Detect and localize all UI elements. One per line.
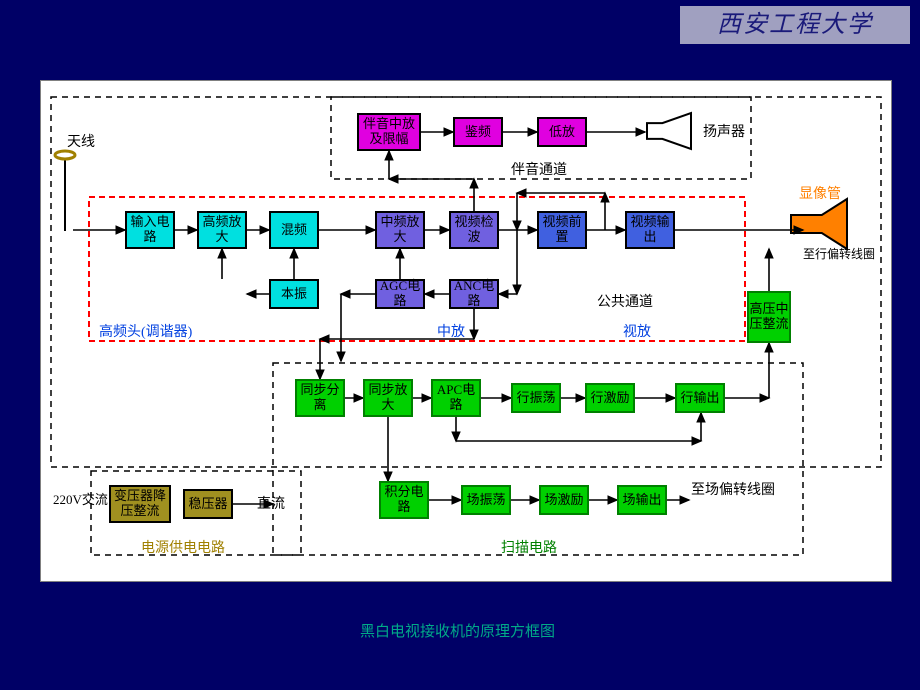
block-snd_if: 伴音中放及限幅 <box>357 113 421 151</box>
watermark-banner: 西安工程大学 <box>680 6 910 44</box>
label-tuner: 高频头(调谐器) <box>99 321 192 341</box>
block-h_out: 行输出 <box>675 383 725 413</box>
block-af_amp: 低放 <box>537 117 587 147</box>
block-mixer: 混频 <box>269 211 319 249</box>
block-sync_sep: 同步分离 <box>295 379 345 417</box>
block-osc: 本振 <box>269 279 319 309</box>
block-fm_det: 鉴频 <box>453 117 503 147</box>
label-sound_channel: 伴音通道 <box>511 159 567 179</box>
block-if_amp: 中频放大 <box>375 211 425 249</box>
block-integ: 积分电路 <box>379 481 429 519</box>
block-sync_amp: 同步放大 <box>363 379 413 417</box>
figure-caption: 黑白电视接收机的原理方框图 <box>360 620 555 641</box>
label-crt: 显像管 <box>799 183 841 203</box>
label-if_amp_label: 中放 <box>437 321 465 341</box>
block-v_osc: 场振荡 <box>461 485 511 515</box>
label-to_h_yoke: 至行偏转线圈 <box>803 245 875 262</box>
block-xfmr: 变压器降压整流 <box>109 485 171 523</box>
label-dc: 直流 <box>257 493 285 513</box>
label-antenna: 天线 <box>67 131 95 151</box>
block-vreg: 稳压器 <box>183 489 233 519</box>
block-vid_pre: 视频前置 <box>537 211 587 249</box>
block-input: 输入电路 <box>125 211 175 249</box>
block-diagram-canvas: 输入电路高频放大混频本振 中频放大视频检波视频前置视频输出 AGC电路 ANC电路 伴音… <box>40 80 892 582</box>
block-h_drv: 行激励 <box>585 383 635 413</box>
label-to_v_yoke: 至场偏转线圈 <box>691 479 775 499</box>
block-v_out: 场输出 <box>617 485 667 515</box>
label-scan_section: 扫描电路 <box>501 537 557 557</box>
block-rf_amp: 高频放大 <box>197 211 247 249</box>
block-h_osc: 行振荡 <box>511 383 561 413</box>
block-hv_rect: 高压中压整流 <box>747 291 791 343</box>
block-v_drv: 场激励 <box>539 485 589 515</box>
label-ac_220: 220V交流 <box>53 489 108 508</box>
block-vid_out: 视频输出 <box>625 211 675 249</box>
block-agc: AGC电路 <box>375 279 425 309</box>
label-common_channel: 公共通道 <box>597 291 653 311</box>
block-vid_det: 视频检波 <box>449 211 499 249</box>
block-anc: ANC电路 <box>449 279 499 309</box>
label-video_label: 视放 <box>623 321 651 341</box>
label-power_section: 电源供电电路 <box>141 537 225 557</box>
label-speaker: 扬声器 <box>703 121 745 141</box>
block-apc: APC电路 <box>431 379 481 417</box>
